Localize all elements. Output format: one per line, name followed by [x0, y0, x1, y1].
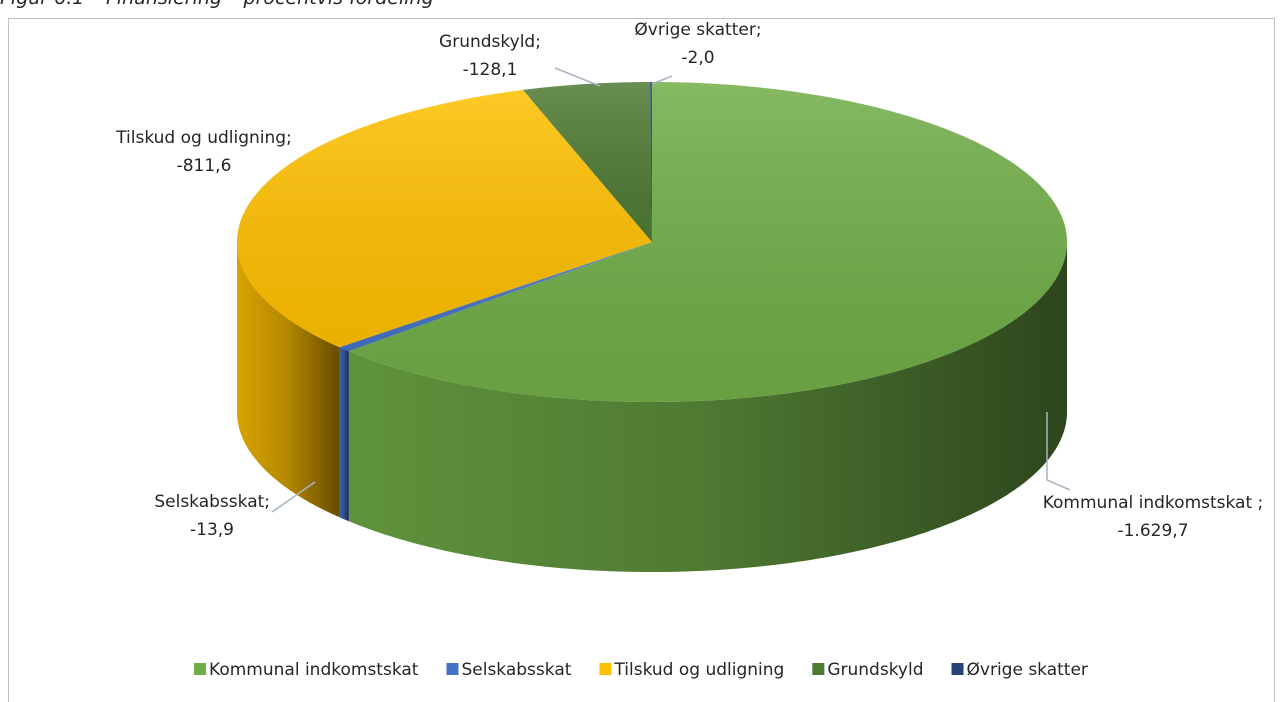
legend-label: Grundskyld [827, 660, 923, 680]
data-label: -13,9 [190, 520, 234, 540]
data-label: -811,6 [177, 156, 232, 176]
data-label: -2,0 [681, 48, 714, 68]
data-label-name: Selskabsskat; [154, 492, 270, 512]
slice-shine [522, 82, 652, 242]
chart-frame [8, 18, 1275, 702]
chart-title: Figur 6.1 – Finansiering – procentvis fo… [0, 0, 434, 9]
slice-shine [339, 242, 652, 352]
legend: Kommunal indkomstskat Selskabsskat Tilskud… [194, 660, 1088, 680]
pie [237, 82, 1068, 572]
leader-line [651, 75, 673, 85]
legend-swatch [599, 663, 612, 675]
legend-label: Kommunal indkomstskat [209, 660, 419, 680]
legend-swatch [812, 663, 825, 675]
data-label: -128,1 [463, 60, 518, 80]
slice-shine [649, 82, 652, 242]
slice-side-shade [339, 347, 349, 522]
leader-line [271, 481, 316, 513]
data-label-name: Øvrige skatter; [634, 20, 761, 40]
legend-swatch [194, 663, 207, 675]
leader-line [1046, 412, 1071, 491]
leader-line [554, 67, 601, 87]
slice-shine [237, 89, 653, 348]
legend-label: Selskabsskat [461, 660, 571, 680]
slice-side-shade [237, 242, 340, 518]
legend-swatch [446, 663, 459, 675]
data-label-name: Tilskud og udligning; [115, 128, 292, 148]
data-label: -1.629,7 [1117, 521, 1188, 541]
slice-side-shade [348, 242, 1068, 572]
data-label-name: Kommunal indkomstskat ; [1043, 493, 1264, 513]
legend-label: Tilskud og udligning [613, 660, 784, 680]
legend-swatch [951, 663, 964, 675]
data-labels: Kommunal indkomstskat ; -1.629,7 Selskabss… [115, 20, 1263, 541]
data-label-name: Grundskyld; [439, 32, 541, 52]
legend-label: Øvrige skatter [967, 660, 1088, 680]
slice-shine [348, 82, 1067, 402]
